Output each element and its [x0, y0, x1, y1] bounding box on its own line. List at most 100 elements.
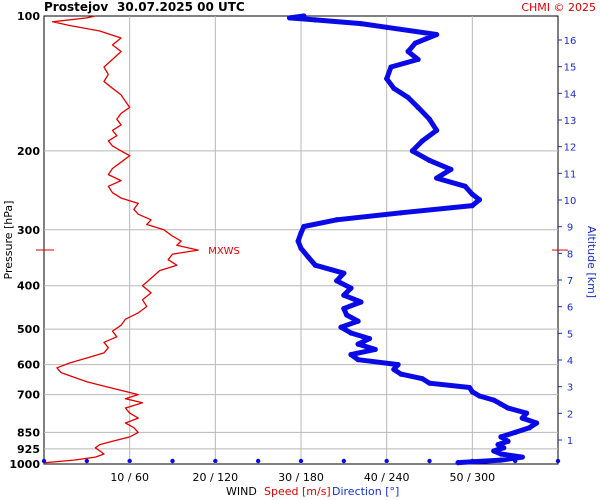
direction-point	[341, 270, 347, 276]
speed-line	[45, 15, 199, 464]
direction-point	[358, 21, 364, 27]
pressure-tick-label: 400	[17, 280, 40, 293]
altitude-tick-label: 7	[567, 276, 573, 287]
baseline-dot	[84, 458, 90, 464]
copyright-text: CHMI © 2025	[521, 1, 596, 14]
direction-point	[491, 397, 497, 403]
altitude-tick-label: 3	[567, 383, 573, 394]
baseline-dot	[41, 458, 47, 464]
direction-point	[348, 285, 354, 291]
baseline-dot	[298, 458, 304, 464]
direction-point	[409, 148, 415, 154]
direction-point	[355, 341, 361, 347]
direction-point	[476, 197, 483, 203]
altitude-tick-label: 14	[564, 89, 577, 100]
direction-point	[495, 441, 501, 448]
altitude-tick-label: 8	[567, 249, 573, 260]
direction-point	[526, 425, 533, 431]
direction-point	[334, 278, 340, 284]
direction-point	[415, 104, 421, 111]
direction-point	[312, 17, 318, 23]
direction-point	[384, 24, 390, 30]
pressure-tick-labels: 100 200 300 400 500 600 700 850 925 1000	[9, 10, 40, 471]
pressure-tick-label: 300	[17, 224, 40, 237]
altitude-tick-label: 6	[567, 303, 573, 314]
direction-point	[434, 31, 440, 38]
altitude-tick-label: 1	[567, 436, 573, 447]
x-axis-title-direction: Direction [°]	[332, 485, 399, 498]
direction-point	[312, 262, 318, 268]
direction-point	[469, 191, 475, 197]
baseline-dot	[127, 458, 132, 464]
direction-point	[498, 434, 504, 440]
direction-point	[426, 157, 433, 163]
direction-point	[366, 336, 373, 342]
mxws-annotation: MXWS	[36, 246, 568, 257]
pressure-tick-label: 925	[17, 443, 40, 456]
direction-point	[498, 401, 504, 407]
direction-point	[298, 245, 304, 251]
direction-point	[405, 48, 411, 55]
altitude-tick-label: 12	[564, 143, 577, 154]
direction-point	[519, 415, 525, 421]
baseline-dot	[255, 458, 261, 464]
altitude-tick-label: 2	[567, 409, 573, 420]
altitude-tick-label: 16	[564, 36, 577, 47]
direction-point	[286, 15, 293, 21]
pressure-tick-label: 850	[17, 426, 40, 439]
station-name: Prostejov	[44, 0, 108, 14]
direction-point	[338, 324, 344, 330]
direction-point	[398, 371, 404, 377]
direction-point	[391, 366, 397, 373]
mxws-label: MXWS	[208, 246, 240, 257]
direction-point	[301, 13, 307, 19]
wind-tick-label: 50 / 300	[449, 471, 495, 484]
direction-point	[305, 254, 311, 260]
x-axis-title-speed: Speed [m/s]	[264, 485, 331, 498]
direction-point	[469, 389, 475, 395]
direction-point	[469, 203, 475, 209]
y-axis-title: Pressure [hPa]	[2, 201, 15, 280]
direction-point	[391, 85, 397, 91]
altitude-tick-label: 10	[564, 196, 577, 207]
direction-point	[426, 380, 433, 386]
direction-point	[448, 166, 454, 173]
altitude-tick-label: 4	[567, 356, 573, 367]
altitude-tick-label: 11	[564, 169, 577, 180]
sounding-datetime: 30.07.2025 00 UTC	[117, 0, 245, 14]
direction-point	[355, 318, 361, 324]
direction-point	[398, 210, 404, 216]
direction-point	[348, 352, 354, 358]
x-axis-title-wind: WIND	[226, 485, 257, 498]
wind-tick-label: 40 / 240	[364, 471, 410, 484]
direction-point	[419, 376, 425, 382]
baseline-dot	[341, 458, 347, 464]
direction-point	[334, 217, 340, 223]
direction-point	[348, 330, 354, 336]
direction-point	[341, 292, 347, 298]
direction-point	[505, 405, 511, 411]
pressure-tick-label: 100	[17, 10, 40, 23]
direction-point	[388, 64, 394, 70]
direction-point	[344, 312, 350, 318]
altitude-tick-label: 9	[567, 223, 573, 234]
altitude-tick-label: 13	[564, 116, 577, 127]
pressure-tick-label: 500	[17, 323, 40, 336]
direction-point	[462, 183, 468, 189]
direction-point	[455, 460, 461, 466]
direction-point	[298, 230, 304, 236]
baseline-dot	[555, 458, 561, 464]
direction-point	[384, 76, 390, 82]
direction-point	[419, 138, 425, 144]
direction-point	[523, 410, 530, 416]
pressure-tick-label: 200	[17, 145, 40, 158]
direction-point	[341, 306, 347, 312]
wind-tick-label: 10 / 60	[110, 471, 149, 484]
baseline-dot	[427, 458, 432, 464]
direction-point	[533, 420, 540, 426]
baseline-dot	[384, 458, 389, 464]
pressure-tick-label: 600	[17, 359, 40, 372]
direction-point	[501, 445, 507, 451]
